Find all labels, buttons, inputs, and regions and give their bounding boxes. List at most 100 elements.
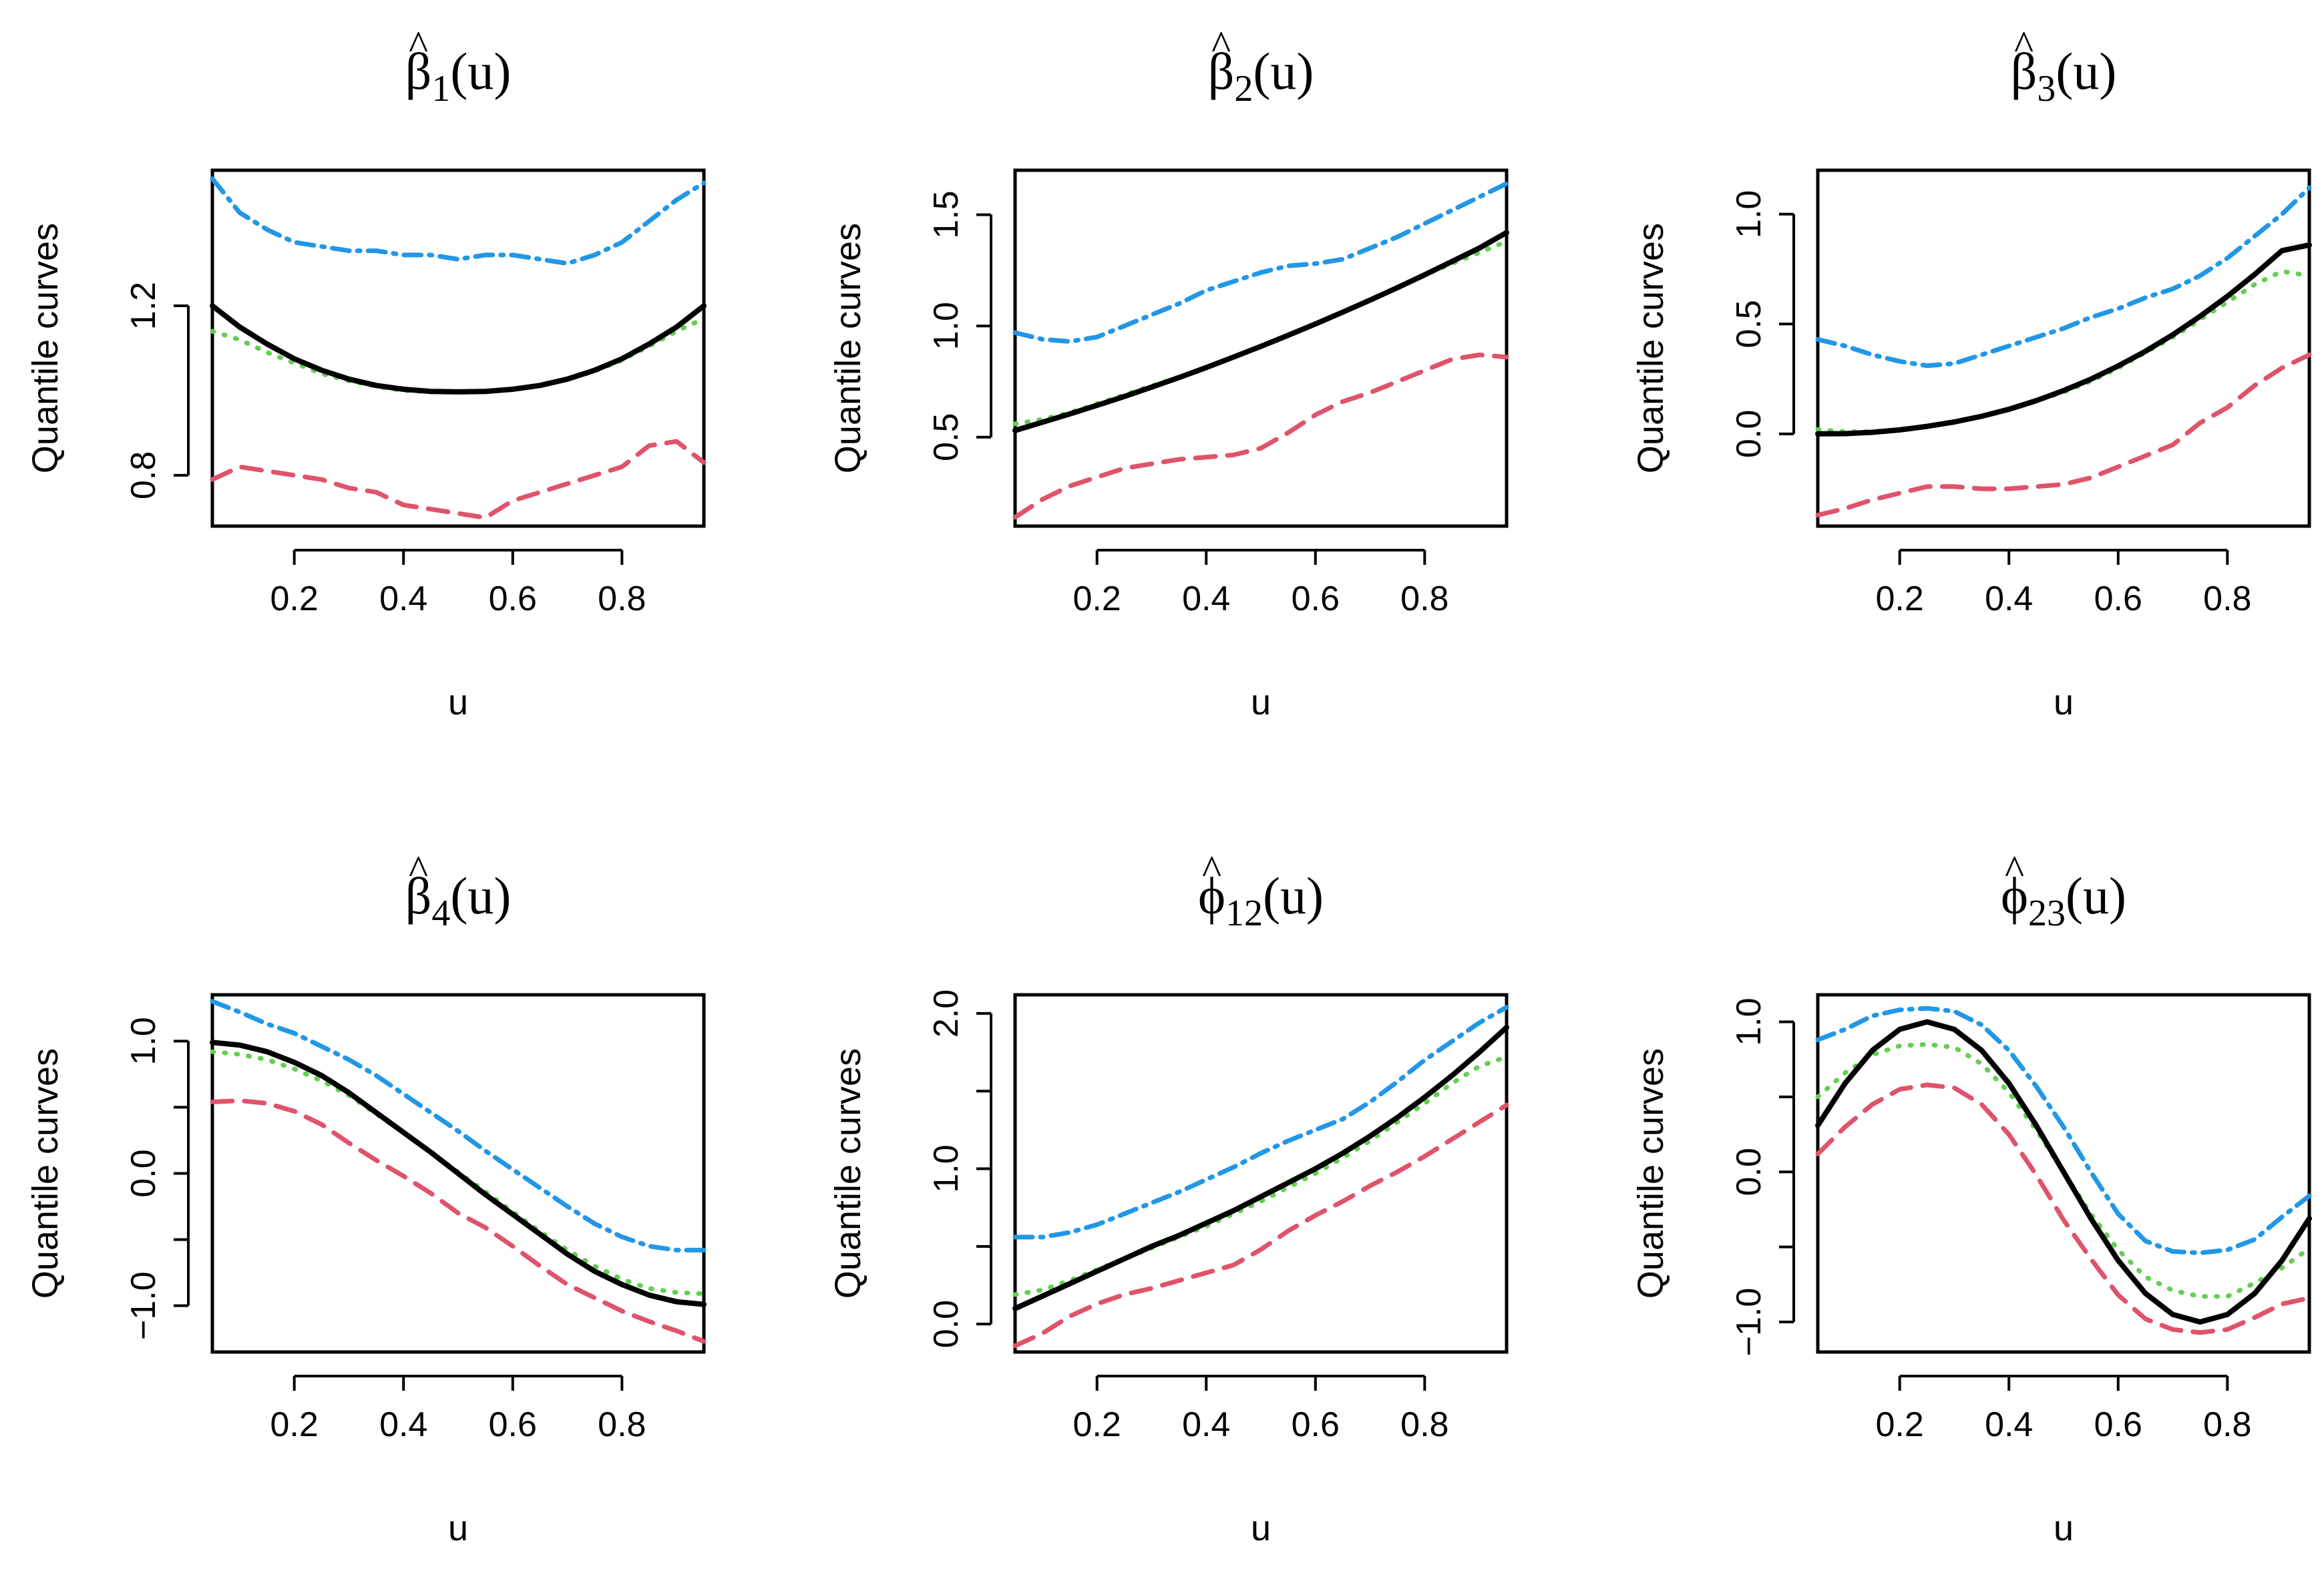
y-tick-label: −1.0 bbox=[1730, 1288, 1768, 1357]
y-axis-label: Quantile curves bbox=[1631, 1048, 1671, 1299]
x-axis-label: u bbox=[1251, 682, 1271, 722]
chart-title-suffix: (u) bbox=[1263, 867, 1324, 925]
chart-title-subscript: 12 bbox=[1225, 893, 1263, 934]
chart-title-hat: ^ bbox=[409, 23, 428, 69]
series-line-lower bbox=[1815, 1082, 2312, 1335]
x-axis-label: u bbox=[2054, 1508, 2074, 1548]
chart-title: ϕ12(u) bbox=[1198, 867, 1324, 934]
x-tick-label: 0.4 bbox=[1985, 1405, 2033, 1444]
y-tick-label: 0.0 bbox=[1730, 1148, 1768, 1196]
y-axis-label: Quantile curves bbox=[25, 1048, 65, 1299]
series-line-true bbox=[210, 1040, 707, 1307]
series-line-lower bbox=[1012, 1102, 1509, 1349]
plot-frame bbox=[1816, 168, 2311, 528]
x-tick-label: 0.6 bbox=[1292, 1405, 1340, 1444]
x-tick-label: 0.4 bbox=[1182, 1405, 1230, 1444]
x-tick-label: 0.6 bbox=[1292, 580, 1340, 618]
chart-title: β4(u) bbox=[405, 867, 512, 934]
series-line-median bbox=[1815, 268, 2312, 434]
chart-title-subscript: 1 bbox=[431, 68, 450, 109]
y-tick-label: 0.5 bbox=[1730, 300, 1768, 348]
x-axis-label: u bbox=[1251, 1508, 1271, 1548]
series-line-lower bbox=[1012, 353, 1509, 520]
chart-title: ϕ23(u) bbox=[2001, 867, 2126, 934]
x-tick-label: 0.2 bbox=[1876, 580, 1924, 618]
chart-title-suffix: (u) bbox=[2066, 867, 2126, 925]
plot-frame bbox=[210, 168, 706, 528]
chart-title-subscript: 23 bbox=[2028, 893, 2066, 934]
y-tick-label: 1.0 bbox=[927, 302, 966, 350]
x-tick-label: 0.8 bbox=[1400, 580, 1448, 618]
y-tick-label: 1.0 bbox=[1730, 997, 1768, 1046]
chart-title-hat: ^ bbox=[2014, 23, 2034, 69]
chart-title-subscript: 4 bbox=[431, 893, 450, 934]
y-tick-label: 1.5 bbox=[927, 190, 966, 238]
x-tick-label: 0.2 bbox=[270, 580, 319, 618]
y-tick-label: 0.0 bbox=[1730, 410, 1768, 458]
x-tick-label: 0.8 bbox=[2203, 1405, 2251, 1444]
y-tick-label: 2.0 bbox=[927, 989, 966, 1038]
chart-title-symbol: ϕ bbox=[1198, 867, 1225, 925]
chart-title-subscript: 3 bbox=[2037, 68, 2056, 109]
series-line-lower bbox=[210, 439, 707, 520]
x-axis-label: u bbox=[2054, 682, 2074, 722]
chart-title-symbol: ϕ bbox=[2001, 867, 2028, 925]
y-tick-label: −1.0 bbox=[124, 1271, 163, 1340]
chart-title-hat: ^ bbox=[1211, 23, 1231, 69]
series-line-upper bbox=[1815, 185, 2312, 369]
x-tick-label: 0.8 bbox=[598, 580, 646, 618]
x-tick-label: 0.4 bbox=[379, 580, 427, 618]
chart-title-suffix: (u) bbox=[2056, 42, 2116, 100]
chart-title-symbol: β bbox=[405, 42, 432, 100]
x-tick-label: 0.4 bbox=[1182, 580, 1230, 618]
series-line-true bbox=[210, 303, 707, 395]
x-tick-label: 0.2 bbox=[1073, 1405, 1121, 1444]
chart-title: β1(u) bbox=[405, 42, 512, 109]
x-tick-label: 0.8 bbox=[1400, 1405, 1448, 1444]
y-axis-label: Quantile curves bbox=[828, 223, 868, 473]
chart-title-suffix: (u) bbox=[450, 42, 511, 100]
series-line-upper bbox=[210, 176, 707, 266]
plot-frame bbox=[210, 993, 706, 1354]
series-line-upper bbox=[1815, 1005, 2312, 1256]
x-axis-label: u bbox=[448, 1508, 468, 1548]
chart-title-symbol: β bbox=[2011, 42, 2038, 100]
y-tick-label: 1.0 bbox=[1730, 190, 1768, 238]
x-tick-label: 0.2 bbox=[1073, 580, 1121, 618]
x-tick-label: 0.6 bbox=[489, 1405, 537, 1444]
chart-title: β2(u) bbox=[1208, 42, 1314, 109]
y-axis-label: Quantile curves bbox=[1631, 223, 1671, 473]
chart-title-hat: ^ bbox=[409, 848, 428, 893]
y-tick-label: 0.5 bbox=[927, 413, 966, 461]
chart-title-hat: ^ bbox=[2005, 848, 2024, 893]
chart-panel-2: β2(u)^ u Quantile curves 0.2 0.4 0.6 0.8 0.5 1.0… bbox=[828, 23, 1509, 722]
x-axis-label: u bbox=[448, 682, 468, 722]
chart-title: β3(u) bbox=[2011, 42, 2117, 109]
y-axis-label: Quantile curves bbox=[828, 1048, 868, 1299]
plot-frame bbox=[1816, 993, 2311, 1354]
series-line-upper bbox=[1012, 1005, 1509, 1240]
y-tick-label: 1.0 bbox=[124, 1017, 163, 1065]
y-tick-label: 1.2 bbox=[124, 282, 163, 330]
series-line-upper bbox=[210, 999, 707, 1253]
plot-frame bbox=[1013, 993, 1509, 1354]
chart-title-subscript: 2 bbox=[1234, 68, 1253, 109]
x-tick-label: 0.8 bbox=[598, 1405, 646, 1444]
y-axis-label: Quantile curves bbox=[25, 223, 65, 473]
series-line-true bbox=[1012, 230, 1509, 433]
series-line-lower bbox=[210, 1098, 707, 1344]
x-tick-label: 0.2 bbox=[270, 1405, 319, 1444]
series-line-true bbox=[1815, 1019, 2312, 1325]
chart-title-hat: ^ bbox=[1202, 848, 1221, 893]
x-tick-label: 0.2 bbox=[1876, 1405, 1924, 1444]
series-line-lower bbox=[1815, 352, 2312, 517]
x-tick-label: 0.6 bbox=[2094, 580, 2142, 618]
y-tick-label: 0.0 bbox=[124, 1149, 163, 1197]
x-tick-label: 0.4 bbox=[1985, 580, 2033, 618]
